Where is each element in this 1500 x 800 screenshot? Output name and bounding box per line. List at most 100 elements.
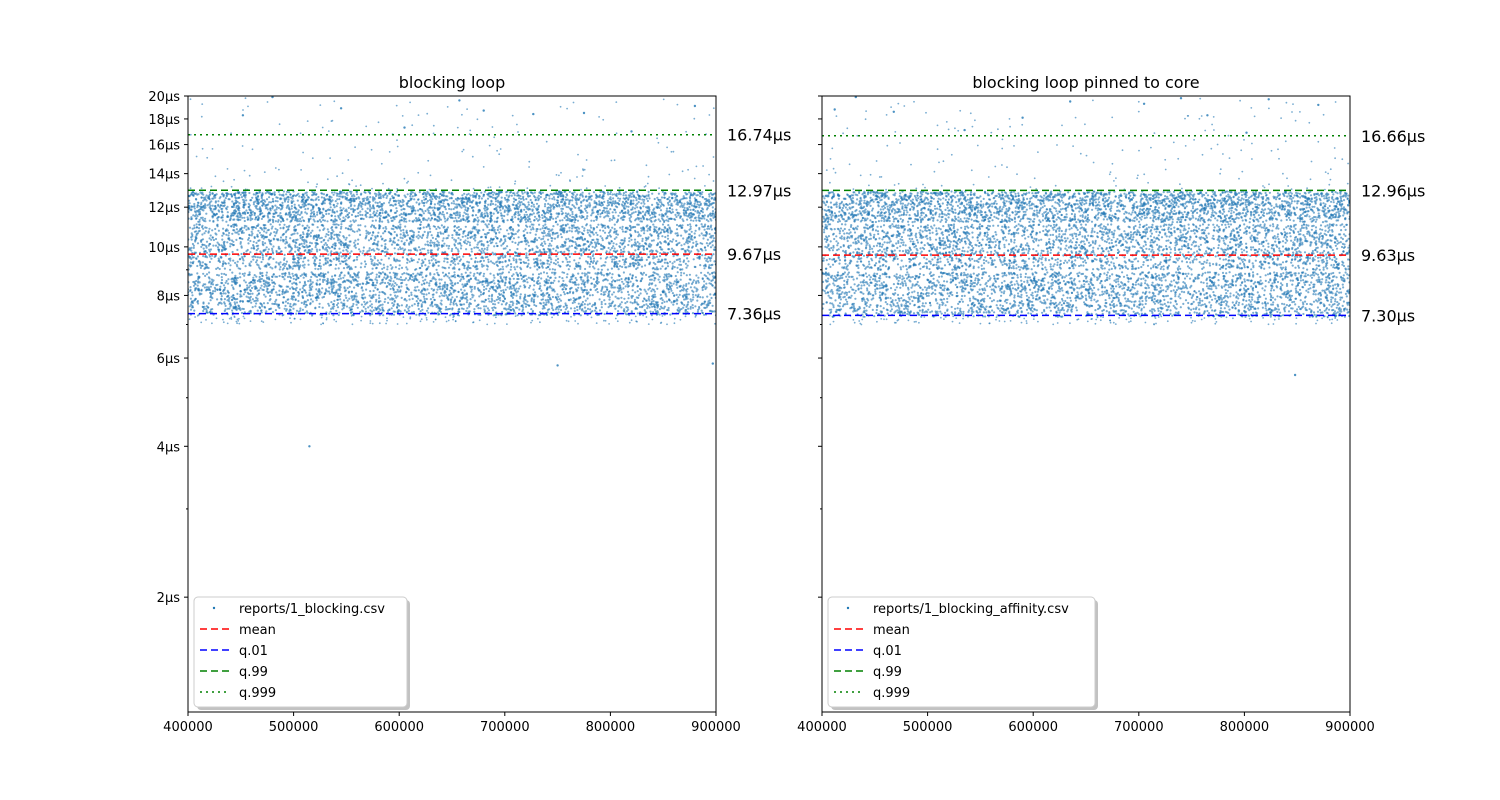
- data-point: [298, 243, 301, 247]
- data-point: [539, 285, 542, 288]
- data-point: [272, 257, 275, 260]
- data-point: [486, 280, 489, 283]
- data-point: [492, 285, 495, 288]
- data-point: [676, 308, 679, 311]
- data-point: [306, 299, 309, 302]
- data-point: [393, 258, 396, 261]
- data-point: [611, 260, 614, 263]
- data-point: [680, 301, 683, 304]
- data-point: [349, 225, 352, 228]
- data-point: [252, 258, 255, 261]
- data-point: [571, 225, 574, 228]
- data-point: [641, 258, 644, 261]
- data-point: [231, 277, 234, 280]
- data-point: [540, 251, 544, 254]
- data-point: [496, 237, 499, 240]
- data-point: [680, 271, 683, 274]
- data-point: [256, 256, 259, 259]
- data-point: [475, 278, 478, 281]
- data-point: [519, 272, 522, 275]
- data-point: [507, 271, 511, 274]
- data-point: [576, 230, 579, 233]
- data-point: [583, 274, 587, 277]
- data-point: [613, 247, 616, 250]
- data-point: [217, 303, 220, 306]
- data-point: [425, 297, 428, 301]
- data-point: [349, 275, 352, 278]
- data-point: [489, 272, 492, 275]
- data-point: [194, 237, 198, 240]
- data-point: [226, 307, 229, 310]
- data-point: [327, 230, 330, 233]
- data-point: [278, 293, 281, 296]
- data-point: [630, 254, 633, 257]
- data-point: [479, 293, 483, 296]
- data-point: [480, 263, 483, 266]
- data-point: [608, 272, 612, 275]
- data-point: [489, 260, 493, 263]
- data-point: [672, 303, 675, 306]
- data-point: [212, 238, 215, 242]
- data-point: [383, 266, 386, 269]
- data-point: [283, 262, 286, 265]
- data-point: [337, 313, 340, 317]
- data-point: [639, 271, 643, 274]
- data-point: [398, 259, 401, 262]
- data-point: [316, 250, 319, 253]
- data-point: [417, 258, 421, 261]
- data-point: [585, 309, 588, 312]
- data-point: [360, 309, 364, 312]
- data-point: [217, 229, 220, 232]
- data-point: [304, 249, 307, 252]
- data-point: [648, 299, 651, 302]
- data-point: [643, 229, 646, 232]
- data-point: [272, 288, 275, 291]
- data-point: [691, 298, 694, 301]
- data-point: [416, 249, 419, 252]
- data-point: [291, 267, 294, 270]
- data-point: [633, 255, 636, 258]
- data-point: [420, 273, 423, 276]
- data-point: [324, 261, 327, 265]
- data-point: [352, 279, 356, 282]
- data-point: [289, 237, 292, 240]
- data-point: [582, 295, 586, 298]
- data-point: [563, 240, 566, 243]
- data-point: [585, 273, 588, 276]
- data-point: [260, 234, 263, 237]
- data-point: [356, 274, 359, 277]
- data-point: [214, 290, 217, 293]
- data-point: [383, 300, 386, 303]
- data-point: [675, 293, 678, 296]
- data-point: [249, 292, 252, 295]
- data-point: [685, 308, 688, 311]
- data-point: [350, 228, 353, 231]
- data-point: [654, 308, 657, 311]
- data-point: [497, 297, 500, 301]
- data-point: [338, 234, 341, 237]
- data-point: [279, 261, 282, 264]
- data-point: [382, 232, 385, 235]
- data-point: [624, 266, 627, 269]
- data-point: [701, 296, 704, 299]
- data-point: [473, 272, 476, 275]
- data-point: [303, 273, 306, 276]
- data-point: [600, 289, 603, 292]
- data-point: [563, 271, 566, 274]
- data-point: [295, 312, 298, 315]
- data-point: [324, 248, 327, 251]
- data-point: [460, 298, 463, 301]
- data-point: [436, 271, 439, 274]
- data-point: [353, 245, 356, 248]
- data-point: [670, 289, 673, 292]
- data-point: [396, 302, 399, 306]
- data-point: [227, 262, 230, 265]
- data-point: [350, 250, 353, 253]
- data-point: [278, 289, 281, 292]
- data-point: [645, 303, 648, 306]
- data-point: [644, 290, 647, 293]
- data-point: [508, 226, 512, 229]
- data-point: [209, 291, 212, 294]
- data-point: [660, 258, 664, 261]
- data-point: [563, 286, 566, 289]
